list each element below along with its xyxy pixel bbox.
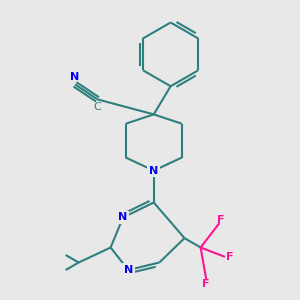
Text: F: F (202, 279, 209, 289)
Text: N: N (70, 73, 80, 82)
Text: F: F (226, 252, 233, 262)
Text: N: N (124, 265, 133, 275)
Text: F: F (218, 215, 225, 225)
Text: C: C (94, 102, 101, 112)
Text: N: N (149, 166, 158, 176)
Text: N: N (118, 212, 127, 223)
